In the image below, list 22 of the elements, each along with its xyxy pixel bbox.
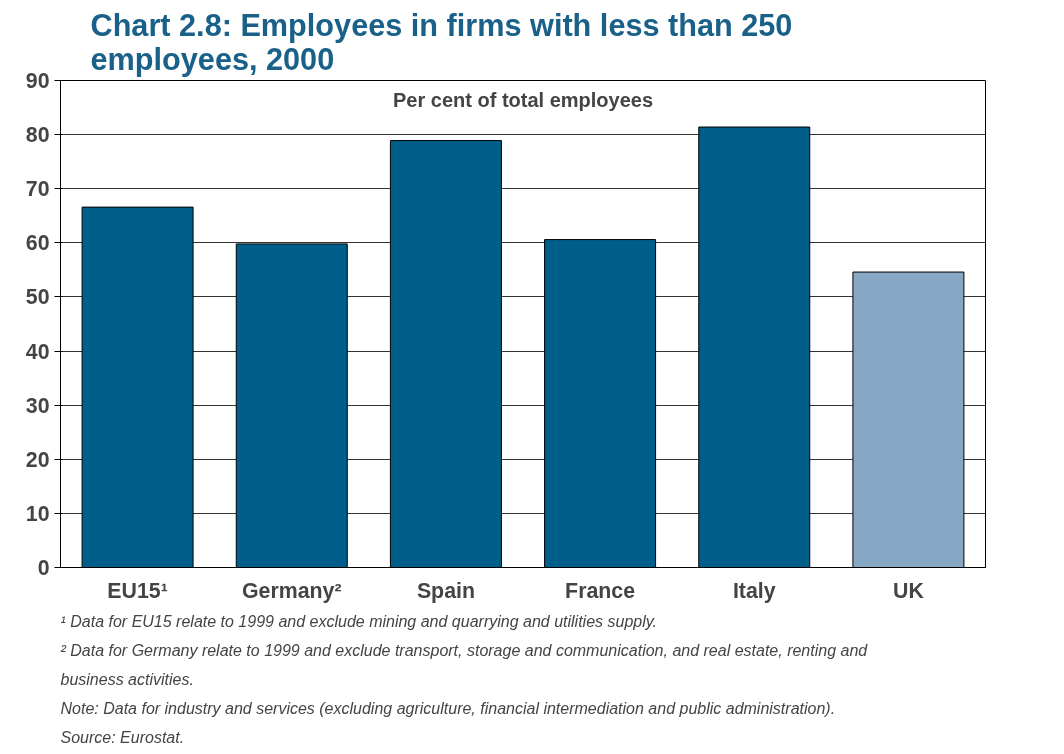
y-tick-label: 20	[25, 447, 50, 472]
text: ² Data for Germany relate to 1999 and exclude transport, storage and communication, and real estate, renting and business activities.	[60, 641, 869, 688]
text: ¹ Data for EU15 relate to 1999 and exclude mining and quarrying and utilities supply.	[60, 612, 657, 630]
y-tick-label: 10	[25, 501, 50, 526]
x-tick-label: UK	[893, 578, 925, 603]
y-tick-label: 80	[25, 123, 50, 148]
x-tick-label: EU15¹	[107, 578, 168, 603]
y-tick-label: 0	[37, 556, 50, 580]
x-tick-label: Italy	[732, 578, 776, 603]
y-axis-title: Per cent of total employees	[392, 88, 654, 111]
y-tick-label: 60	[25, 231, 50, 256]
y-tick-label: 70	[25, 177, 50, 202]
chart-title: Chart 2.8: Employees in firms with less than 250 employees, 2000	[90, 7, 793, 77]
x-tick-label: France	[565, 578, 636, 603]
text: Note: Data for industry and services (excluding agriculture, financial intermediation and public administration).	[60, 699, 836, 717]
y-tick-label: 40	[25, 339, 50, 364]
source-note: Source: Eurostat.	[60, 728, 185, 746]
x-tick-label: Germany²	[241, 578, 342, 603]
y-tick-label: 50	[25, 285, 50, 310]
x-tick-label: Spain	[416, 578, 475, 603]
y-tick-label: 90	[25, 69, 50, 93]
y-tick-label: 30	[25, 393, 50, 418]
